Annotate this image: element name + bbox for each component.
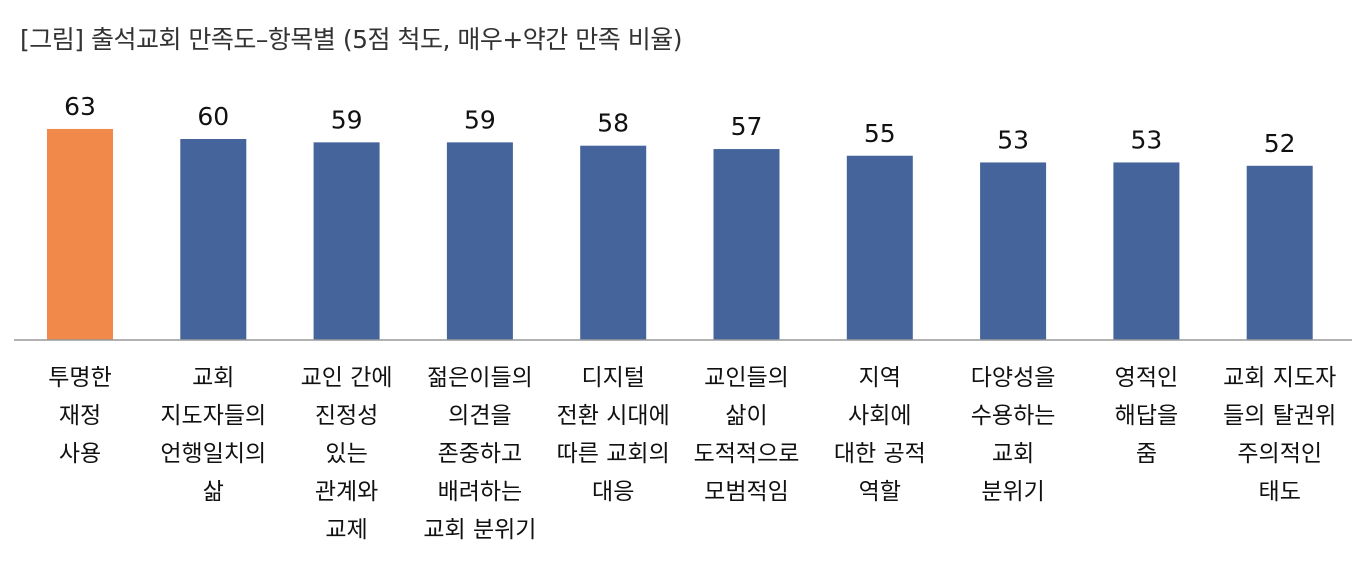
category-label-4-0: 디지털	[581, 365, 644, 391]
bar-4	[580, 145, 647, 340]
value-label-7: 53	[997, 125, 1029, 154]
chart-title: [그림] 출석교회 만족도–항목별 (5점 척도, 매우+약간 만족 비율)	[20, 25, 682, 54]
category-label-9-2: 주의적인	[1237, 441, 1322, 467]
category-label-3-0: 젊은이들의	[427, 365, 533, 391]
value-label-8: 53	[1130, 125, 1162, 154]
value-label-9: 52	[1264, 129, 1296, 158]
value-label-5: 57	[731, 112, 763, 141]
category-label-6-3: 역할	[859, 479, 901, 505]
category-label-3-2: 존중하고	[438, 441, 523, 467]
bar-3	[446, 142, 513, 340]
category-label-8-1: 해답을	[1115, 403, 1178, 429]
bar-8	[1113, 162, 1180, 340]
value-label-4: 58	[597, 109, 629, 138]
category-label-6-1: 사회에	[848, 403, 911, 429]
category-label-4-3: 대응	[592, 479, 634, 505]
category-label-1-1: 지도자들의	[160, 403, 266, 429]
category-label-8-0: 영적인	[1115, 365, 1178, 391]
category-label-9-3: 태도	[1259, 479, 1301, 505]
bar-2	[313, 142, 380, 340]
bar-5	[713, 149, 780, 340]
category-label-4-1: 전환 시대에	[557, 403, 670, 429]
value-label-1: 60	[197, 102, 229, 131]
category-label-0-2: 사용	[59, 441, 101, 467]
category-label-4-2: 따른 교회의	[557, 441, 670, 467]
category-label-6-2: 대한 공적	[834, 441, 926, 467]
category-label-7-3: 분위기	[981, 479, 1044, 505]
category-label-3-3: 배려하는	[438, 479, 523, 505]
bar-1	[180, 139, 247, 340]
category-label-7-2: 교회	[992, 441, 1034, 467]
bars-group	[47, 128, 1313, 340]
category-label-2-0: 교인 간에	[301, 365, 393, 391]
category-label-2-1: 진정성	[315, 403, 378, 429]
category-label-9-1: 들의 탈권위	[1223, 403, 1336, 429]
category-label-5-0: 교인들의	[704, 365, 789, 391]
category-label-5-2: 도적적으로	[694, 441, 800, 467]
category-label-1-3: 삶	[203, 479, 224, 505]
category-label-2-3: 관계와	[315, 479, 378, 505]
category-label-6-0: 지역	[859, 365, 901, 391]
category-label-1-2: 언행일치의	[160, 441, 266, 467]
category-label-5-1: 삶이	[725, 403, 767, 429]
category-label-5-3: 모범적임	[704, 479, 789, 505]
category-label-1-0: 교회	[192, 365, 234, 391]
category-label-9-0: 교회 지도자	[1223, 365, 1336, 391]
bar-6	[846, 155, 913, 340]
category-label-2-2: 있는	[325, 441, 367, 467]
category-label-7-0: 다양성을	[971, 365, 1056, 391]
category-label-0-0: 투명한	[48, 365, 111, 391]
value-label-2: 59	[331, 105, 363, 134]
value-label-3: 59	[464, 105, 496, 134]
bar-0	[47, 128, 113, 340]
category-label-2-4: 교제	[325, 517, 367, 543]
value-labels-group: 63 60 59 59 58 57 55 53 53 52	[64, 92, 1296, 158]
bar-7	[980, 162, 1047, 340]
category-label-0-1: 재정	[59, 403, 101, 429]
bar-9	[1246, 165, 1313, 340]
value-label-0: 63	[64, 92, 96, 121]
category-label-3-4: 교회 분위기	[423, 517, 536, 543]
category-label-8-2: 줌	[1136, 441, 1157, 467]
value-label-6: 55	[864, 119, 896, 148]
category-label-7-1: 수용하는	[971, 403, 1056, 429]
category-label-3-1: 의견을	[448, 403, 511, 429]
